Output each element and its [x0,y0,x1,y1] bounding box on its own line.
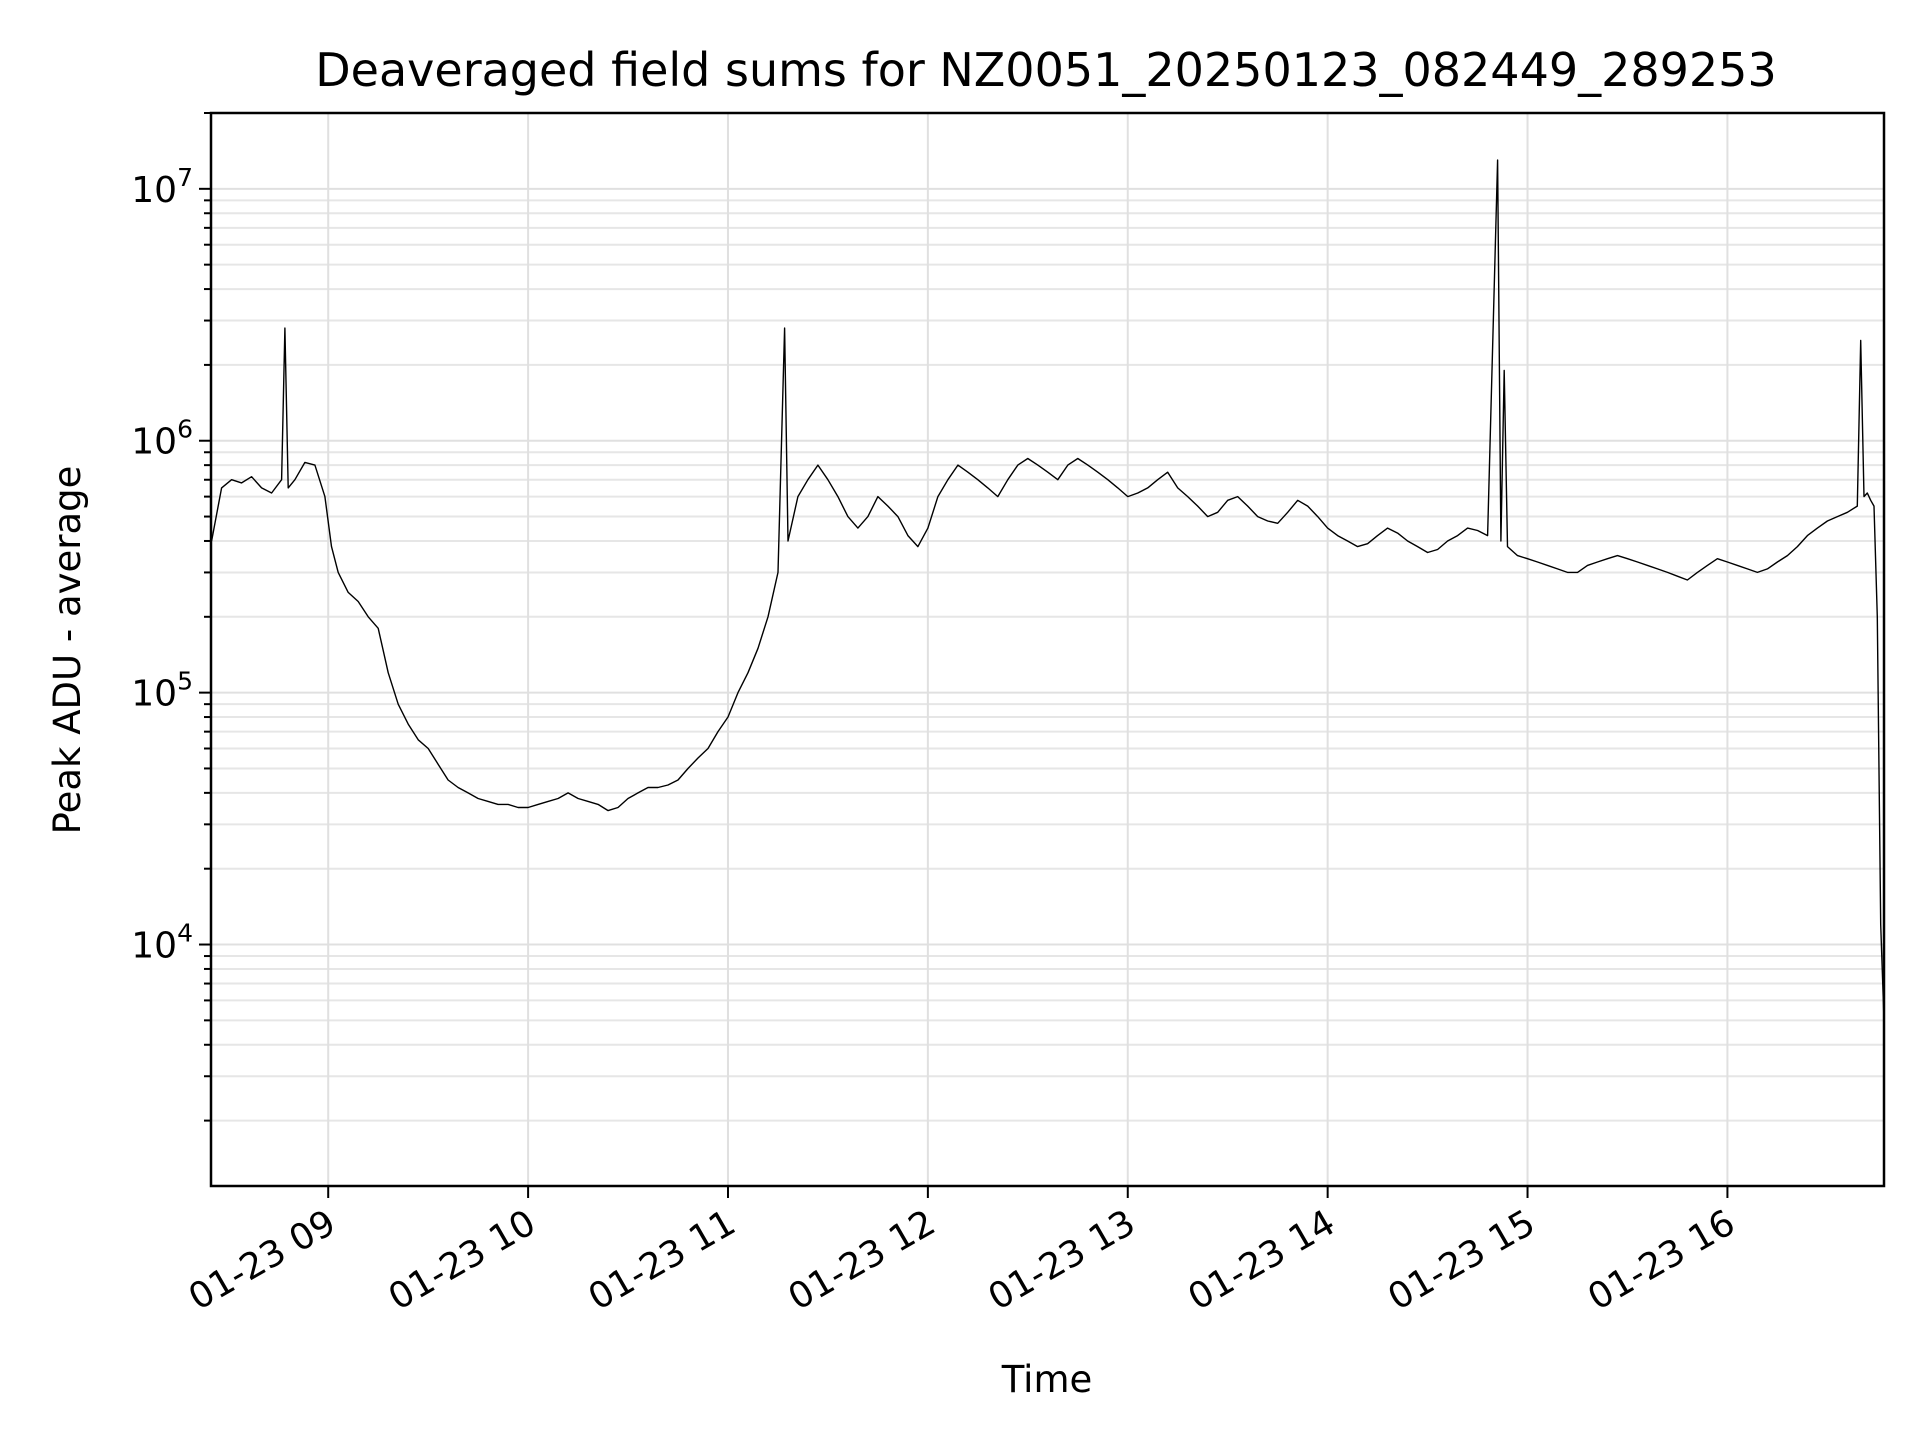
y-axis-label: Peak ADU - average [46,466,89,835]
x-tick-label: 01-23 09 [182,1202,343,1318]
y-tick-label: 106 [131,415,193,463]
x-axis-label: Time [1001,1358,1093,1401]
x-tick-label: 01-23 10 [382,1202,543,1318]
x-tick-label: 01-23 16 [1581,1202,1742,1318]
y-tick-label: 105 [131,667,193,715]
x-tick-label: 01-23 11 [582,1202,743,1318]
y-tick-label: 104 [131,919,193,967]
plot-frame [209,111,1886,1188]
y-tick-label: 107 [131,163,193,211]
y-axis: 104 105 106 107 [131,112,211,1122]
chart-title: Deaveraged field sums for NZ0051_2025012… [315,43,1776,97]
x-axis: 01-23 09 01-23 10 01-23 11 01-23 12 01-23 13… [182,1186,1742,1319]
x-tick-label: 01-23 15 [1381,1202,1542,1318]
series-line [210,159,1885,1021]
x-tick-label: 01-23 14 [1181,1202,1342,1318]
x-tick-label: 01-23 13 [982,1202,1143,1318]
grid [211,112,1884,1186]
x-tick-label: 01-23 12 [782,1202,943,1318]
